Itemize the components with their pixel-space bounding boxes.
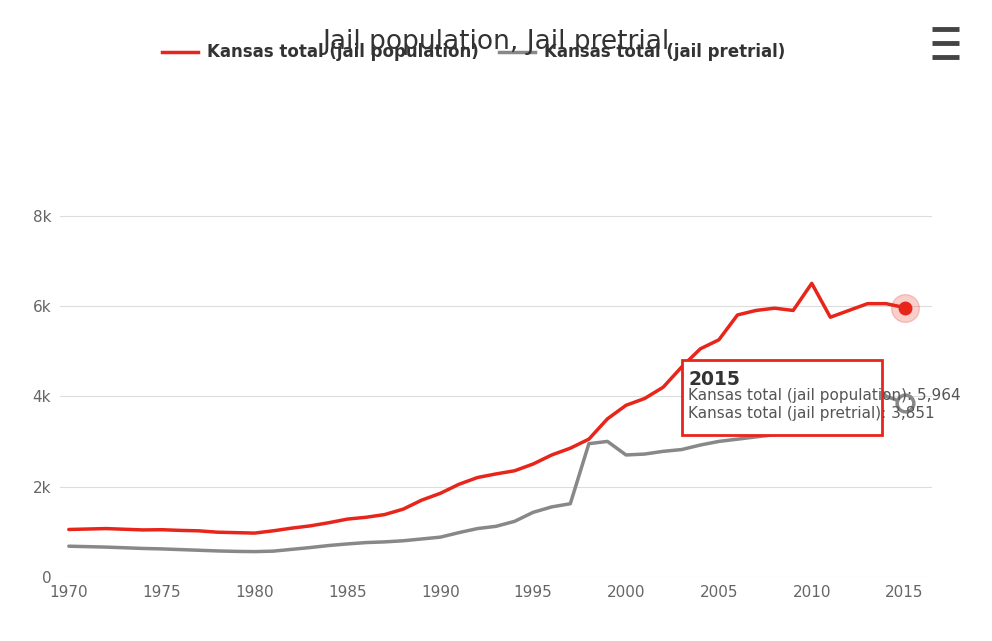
Text: Kansas total (jail pretrial): 3,851: Kansas total (jail pretrial): 3,851 [688,406,934,421]
Text: Jail population, Jail pretrial: Jail population, Jail pretrial [322,29,670,55]
Text: Kansas total (jail population): 5,964: Kansas total (jail population): 5,964 [688,388,961,403]
Text: 2015: 2015 [688,370,740,388]
FancyBboxPatch shape [682,360,882,435]
Legend: Kansas total (jail population), Kansas total (jail pretrial): Kansas total (jail population), Kansas t… [155,37,792,68]
